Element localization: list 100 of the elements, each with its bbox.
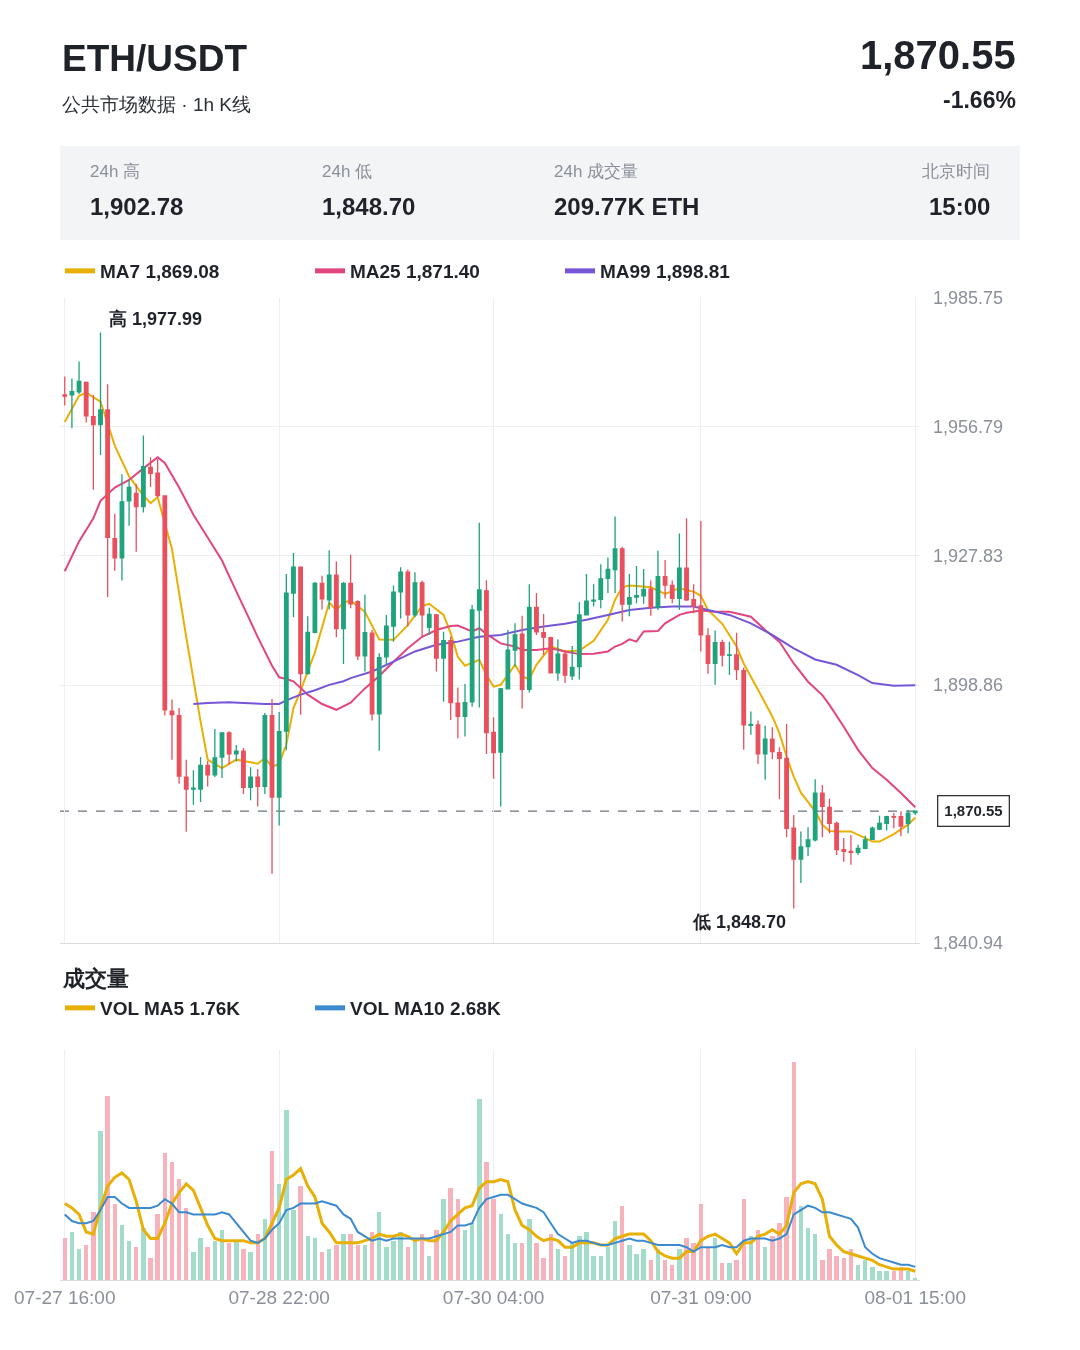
bar — [499, 1214, 503, 1280]
candlestick — [291, 552, 296, 618]
bar — [241, 1249, 246, 1280]
bar — [327, 1249, 331, 1280]
bar — [70, 1232, 74, 1280]
bar — [127, 1241, 131, 1280]
bar — [234, 1241, 239, 1280]
bar — [892, 1271, 896, 1280]
bar — [856, 1265, 860, 1280]
legend-label: VOL MA10 2.68K — [350, 998, 501, 1020]
bar — [105, 1096, 110, 1280]
bar — [563, 1256, 567, 1280]
bar — [491, 1199, 496, 1280]
candlestick — [126, 479, 132, 527]
candlestick — [805, 826, 811, 857]
candlestick — [784, 723, 789, 838]
bar — [484, 1162, 489, 1280]
bar — [191, 1252, 196, 1280]
candlestick — [491, 716, 496, 780]
ref-line-label: 1,870.55 — [944, 802, 1003, 820]
y-tick-label: 1,898.86 — [933, 675, 1004, 696]
bar — [541, 1258, 546, 1280]
legend-label: MA99 1,898.81 — [600, 261, 731, 283]
bar — [413, 1241, 417, 1280]
candlestick — [791, 814, 797, 910]
bar — [834, 1256, 839, 1280]
bar — [334, 1245, 339, 1280]
candlestick — [362, 593, 368, 673]
bar — [384, 1247, 389, 1280]
candlestick — [591, 583, 597, 608]
bar — [177, 1179, 181, 1280]
bar — [641, 1249, 646, 1280]
candlestick — [462, 683, 468, 738]
candlestick — [391, 584, 396, 643]
bar — [120, 1225, 124, 1280]
bar — [706, 1247, 710, 1280]
candlestick — [398, 566, 404, 620]
candlestick — [769, 726, 775, 760]
candlestick — [819, 784, 825, 838]
candlestick — [255, 768, 261, 808]
bar — [148, 1258, 153, 1280]
candlestick — [712, 629, 718, 686]
candlestick — [855, 844, 861, 856]
bar — [84, 1245, 88, 1280]
bar — [363, 1245, 367, 1280]
text: 24h 成交量 — [554, 162, 639, 181]
candlestick — [905, 809, 911, 834]
candlestick — [541, 613, 546, 656]
bar — [391, 1241, 396, 1280]
text: 公共市场数据 · 1h K线 — [62, 94, 251, 115]
candlestick — [219, 731, 225, 779]
candlestick — [584, 573, 589, 617]
bar — [806, 1228, 810, 1280]
bar — [163, 1153, 167, 1280]
candlestick — [505, 629, 511, 690]
bar — [549, 1234, 553, 1280]
bar — [827, 1249, 832, 1280]
legend-label: MA25 1,871.40 — [350, 261, 480, 283]
candlestick — [741, 666, 747, 751]
bar — [906, 1271, 910, 1280]
bar — [141, 1228, 146, 1280]
candlestick — [419, 579, 425, 638]
candlestick — [441, 631, 446, 703]
candlestick — [884, 815, 890, 832]
bar — [534, 1243, 539, 1280]
candlestick — [869, 825, 875, 841]
bar — [606, 1247, 610, 1280]
candlestick — [827, 797, 832, 834]
candlestick — [676, 532, 682, 611]
candlestick — [90, 394, 96, 491]
candlestick — [241, 747, 246, 795]
bar — [477, 1099, 482, 1280]
candlestick — [684, 517, 689, 602]
text: 209.77K ETH — [554, 193, 700, 220]
candlestick — [376, 652, 382, 752]
candlestick — [534, 592, 539, 636]
candlestick — [348, 554, 354, 609]
candlestick — [426, 607, 432, 636]
candlestick — [355, 599, 361, 661]
y-tick-label: 1,840.94 — [933, 933, 1004, 954]
bar — [763, 1247, 767, 1280]
candlestick — [762, 725, 768, 781]
candlestick — [198, 756, 203, 803]
candlestick — [283, 573, 289, 751]
candlestick — [548, 636, 554, 674]
candlestick — [183, 759, 189, 833]
bar — [320, 1252, 324, 1280]
legend-label: MA7 1,869.08 — [100, 261, 220, 283]
candlestick — [691, 583, 697, 614]
candlestick — [226, 730, 232, 766]
x-tick-label: 07-27 16:00 — [14, 1286, 116, 1308]
bar — [591, 1256, 596, 1280]
bar — [205, 1247, 210, 1280]
candlestick — [212, 728, 218, 778]
bar — [198, 1238, 203, 1280]
candlestick — [698, 520, 704, 653]
candlestick — [383, 614, 389, 666]
candlestick — [669, 579, 675, 604]
candlestick — [298, 566, 304, 716]
bar — [620, 1206, 624, 1280]
